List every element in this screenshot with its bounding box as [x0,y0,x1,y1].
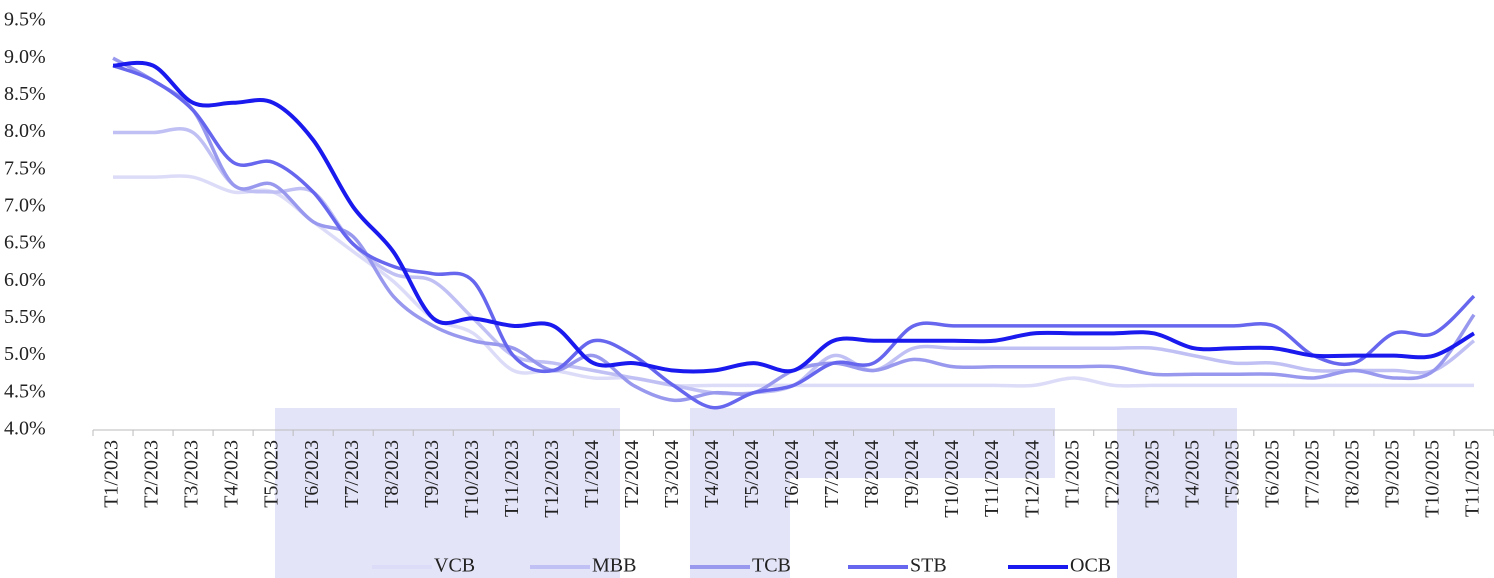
x-tick-label: T5/2025 [1221,440,1243,508]
x-tick-label: T4/2025 [1181,440,1203,508]
x-tick-label: T6/2025 [1261,440,1283,508]
x-tick-label: T4/2023 [221,440,243,508]
x-tick-label: T11/2025 [1462,440,1484,517]
x-tick-label: T1/2025 [1061,440,1083,508]
x-tick-label: T2/2023 [141,440,163,508]
x-tick-label: T10/2023 [461,440,483,518]
x-tick-label: T11/2023 [501,440,523,517]
x-tick-label: T7/2023 [341,440,363,508]
x-tick-label: T8/2025 [1341,440,1363,508]
x-tick-label: T1/2023 [101,440,123,508]
y-tick-label: 8.5% [4,83,46,105]
watermark [275,408,1237,578]
x-tick-label: T3/2025 [1141,440,1163,508]
y-tick-label: 6.5% [4,232,46,254]
series-line [112,60,1476,374]
y-tick-label: 9.0% [4,46,46,68]
x-tick-label: T6/2024 [781,440,803,508]
y-tick-label: 4.5% [4,380,46,402]
y-tick-label: 7.5% [4,157,46,179]
x-tick-label: T1/2024 [581,440,603,508]
y-tick-label: 8.0% [4,120,46,142]
x-tick-label: T4/2024 [701,440,723,508]
y-tick-label: 7.0% [4,195,46,217]
x-tick-label: T10/2025 [1422,440,1444,518]
x-tick-label: T12/2024 [1021,440,1043,518]
x-tick-label: T9/2023 [421,440,443,508]
legend-label: STB [910,555,947,577]
x-tick-label: T7/2025 [1301,440,1323,508]
y-tick-label: 5.5% [4,306,46,328]
legend-label: VCB [434,555,475,577]
series-line [113,126,1476,396]
x-tick-label: T3/2023 [181,440,203,508]
x-tick-label: T10/2024 [941,440,963,518]
x-tick-label: T8/2024 [861,440,883,508]
legend-label: MBB [592,555,636,577]
x-tick-label: T5/2023 [261,440,283,508]
x-tick-label: T11/2024 [981,440,1003,517]
x-tick-label: T12/2023 [541,440,563,518]
x-tick-label: T3/2024 [661,440,683,508]
x-tick-label: T5/2024 [741,440,763,508]
x-tick-label: T9/2025 [1382,440,1404,508]
y-tick-label: 4.0% [4,418,46,440]
x-tick-label: T6/2023 [301,440,323,508]
series-line [113,174,1474,388]
legend-label: OCB [1070,555,1111,577]
legend-label: TCB [752,555,791,577]
y-tick-label: 5.0% [4,343,46,365]
x-tick-label: T8/2023 [381,440,403,508]
x-tick-label: T2/2024 [621,440,643,508]
x-tick-label: T2/2025 [1101,440,1123,508]
y-tick-label: 9.5% [4,9,46,31]
series-line [112,63,1476,410]
x-tick-label: T7/2024 [821,440,843,508]
y-tick-label: 6.0% [4,269,46,291]
x-tick-label: T9/2024 [901,440,923,508]
